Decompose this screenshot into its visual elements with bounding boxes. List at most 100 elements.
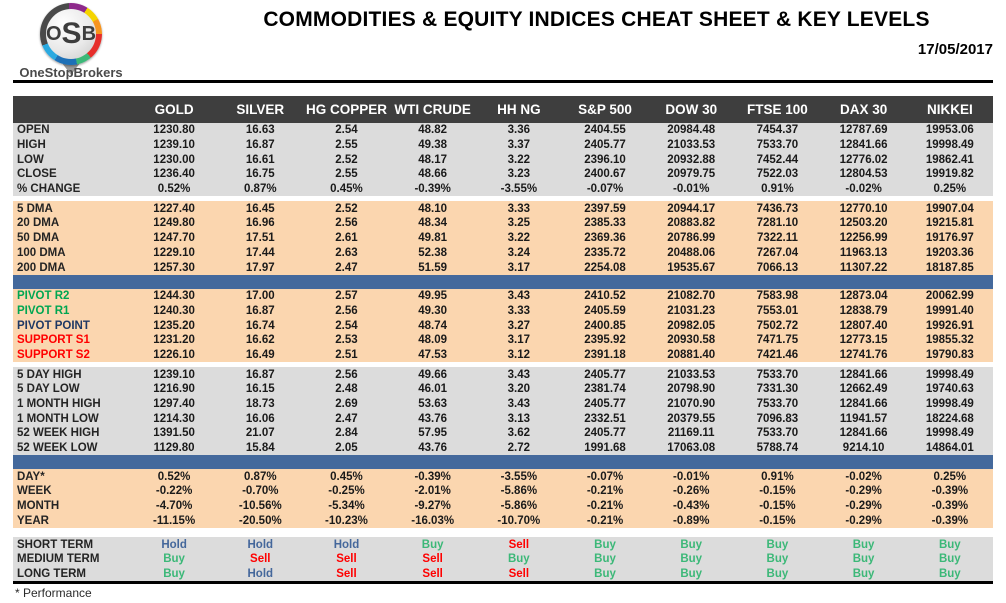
value-cell: -10.56% (217, 498, 304, 514)
row-label: SHORT TERM (13, 537, 131, 552)
value-cell: 16.87 (217, 367, 304, 382)
blue-separator (13, 274, 993, 289)
value-cell: 19740.63 (906, 382, 993, 397)
signal-cell: Buy (561, 551, 649, 567)
value-cell: 20984.48 (648, 123, 735, 138)
value-cell: 49.38 (389, 137, 476, 153)
value-cell: 19998.49 (906, 367, 993, 382)
value-cell: 2396.10 (561, 152, 649, 168)
logo-letter-o: O (45, 22, 62, 45)
value-cell: 3.33 (475, 303, 562, 319)
row-label: DAY* (13, 469, 131, 485)
value-cell: 2369.36 (561, 230, 649, 246)
signal-cell: Sell (217, 551, 304, 567)
value-cell: 49.30 (389, 303, 476, 319)
value-cell: 2397.59 (561, 201, 649, 217)
value-cell: 0.91% (734, 181, 821, 197)
column-header: HH NG (475, 96, 562, 123)
value-cell: 3.22 (475, 152, 562, 168)
table-row: 5 DMA 1227.40 16.45 2.52 48.10 3.33 2397.59 209… (13, 201, 993, 217)
value-cell: -0.29% (820, 484, 907, 499)
value-cell: 2.56 (303, 367, 390, 382)
row-label: CLOSE (13, 167, 131, 182)
table-row: LOW 1230.00 16.61 2.52 48.17 3.22 2396.10 20932… (13, 152, 993, 168)
value-cell: 1236.40 (131, 167, 218, 182)
table-row: YEAR -11.15% -20.50% -10.23% -16.03% -10.70% -… (13, 513, 993, 529)
value-cell: -0.15% (734, 513, 821, 529)
value-cell: 1214.30 (131, 411, 218, 427)
value-cell: 16.96 (217, 216, 304, 231)
value-cell: 1230.00 (131, 152, 218, 168)
value-cell: 1249.80 (131, 216, 218, 231)
row-label: 5 DAY HIGH (13, 367, 131, 382)
row-label: MONTH (13, 498, 131, 514)
value-cell: 3.33 (475, 201, 562, 217)
value-cell: 12770.10 (820, 201, 907, 217)
value-cell: 2410.52 (561, 288, 649, 304)
value-cell: 12503.20 (820, 216, 907, 231)
value-cell: 7533.70 (734, 426, 821, 441)
value-cell: 20883.82 (648, 216, 735, 231)
value-cell: 12873.04 (820, 288, 907, 304)
value-cell: -5.86% (475, 498, 562, 514)
value-cell: 19926.91 (906, 318, 993, 333)
value-cell: 20979.75 (648, 167, 735, 182)
value-cell: 19953.06 (906, 123, 993, 138)
value-cell: 7281.10 (734, 216, 821, 231)
value-cell: 2.57 (303, 288, 390, 304)
section-gap (13, 362, 993, 368)
value-cell: 14864.01 (906, 440, 993, 456)
value-cell: 7096.83 (734, 411, 821, 427)
logo-pin-icon (62, 63, 80, 75)
value-cell: 1247.70 (131, 230, 218, 246)
value-cell: 21033.53 (648, 137, 735, 153)
value-cell: -16.03% (389, 513, 476, 529)
value-cell: 17.97 (217, 260, 304, 275)
table-row: LONG TERM Buy Hold Sell Sell Sell Buy Buy Buy Buy… (13, 566, 993, 582)
value-cell: -0.02% (820, 181, 907, 197)
row-label: HIGH (13, 137, 131, 153)
value-cell: 12838.79 (820, 303, 907, 319)
value-cell: 1229.10 (131, 245, 218, 261)
value-cell: 20786.99 (648, 230, 735, 246)
signal-cell: Sell (389, 566, 476, 582)
section-gap (13, 196, 993, 202)
value-cell: 21082.70 (648, 288, 735, 304)
row-label: 52 WEEK LOW (13, 440, 131, 456)
value-cell: 7533.70 (734, 367, 821, 382)
signal-cell: Buy (734, 566, 821, 582)
value-cell: 20932.88 (648, 152, 735, 168)
value-cell: 9214.10 (820, 440, 907, 456)
value-cell: -0.39% (389, 181, 476, 197)
table-row: 50 DMA 1247.70 17.51 2.61 49.81 3.22 2369.36 20… (13, 230, 993, 246)
value-cell: 16.62 (217, 332, 304, 348)
value-cell: 7436.73 (734, 201, 821, 217)
value-cell: 7421.46 (734, 347, 821, 363)
row-label: 50 DMA (13, 230, 131, 246)
value-cell: 3.37 (475, 137, 562, 153)
value-cell: 17063.08 (648, 440, 735, 456)
table-row: MONTH -4.70% -10.56% -5.34% -9.27% -5.86% -0.2… (13, 498, 993, 514)
value-cell: 17.44 (217, 245, 304, 261)
value-cell: 1257.30 (131, 260, 218, 275)
value-cell: 20379.55 (648, 411, 735, 427)
value-cell: 7066.13 (734, 260, 821, 275)
value-cell: 3.13 (475, 411, 562, 427)
value-cell: 2.61 (303, 230, 390, 246)
logo-letter-s: S (61, 17, 82, 50)
row-label: PIVOT R1 (13, 303, 131, 319)
row-label: SUPPORT S2 (13, 347, 131, 363)
table-row: WEEK -0.22% -0.70% -0.25% -2.01% -5.86% -0.21%… (13, 484, 993, 499)
table-row: 52 WEEK LOW 1129.80 15.84 2.05 43.76 2.72 1991… (13, 440, 993, 456)
value-cell: 20982.05 (648, 318, 735, 333)
value-cell: 12773.15 (820, 332, 907, 348)
value-cell: 0.52% (131, 469, 218, 485)
table-row: PIVOT R2 1244.30 17.00 2.57 49.95 3.43 2410.52… (13, 288, 993, 304)
row-label: PIVOT POINT (13, 318, 131, 333)
value-cell: 53.63 (389, 396, 476, 412)
value-cell: 1240.30 (131, 303, 218, 319)
value-cell: 12841.66 (820, 396, 907, 412)
signal-cell: Buy (389, 537, 476, 552)
value-cell: 3.43 (475, 367, 562, 382)
